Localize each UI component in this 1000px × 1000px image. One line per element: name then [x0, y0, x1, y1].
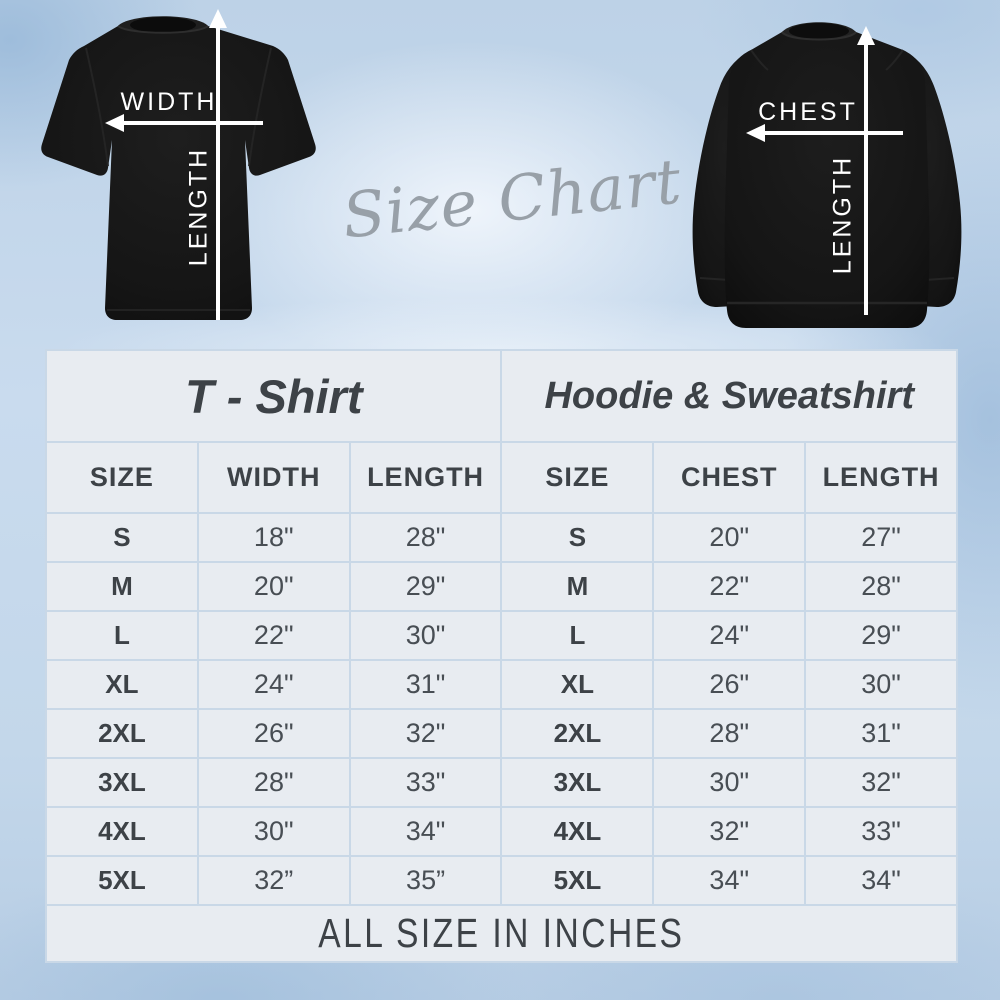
value-cell: 27" [806, 514, 956, 561]
value-cell: 33" [350, 759, 501, 806]
tshirt-col-size: SIZE [47, 443, 197, 512]
value-cell: 32” [198, 857, 349, 904]
sweatshirt-length-label: LENGTH [828, 154, 857, 275]
tshirt-silhouette [41, 16, 316, 320]
size-cell: S [47, 514, 197, 561]
sweatshirt-chest-arrow-line [763, 131, 903, 135]
size-cell: M [47, 563, 197, 610]
size-cell: 2XL [502, 710, 653, 757]
sweatshirt-length-arrowhead-icon [857, 26, 875, 45]
size-cell: 2XL [47, 710, 197, 757]
units-note-text: ALL SIZE IN INCHES [318, 910, 685, 956]
value-cell: 28" [806, 563, 956, 610]
tshirt-table-title-text: T - Shirt [184, 369, 363, 423]
value-cell: 32" [654, 808, 805, 855]
tshirt-col-length: LENGTH [350, 443, 501, 512]
units-note-row: ALL SIZE IN INCHES [47, 906, 956, 961]
value-cell: 30" [654, 759, 805, 806]
tshirt-width-arrow-line [122, 121, 263, 125]
value-cell: 31" [806, 710, 956, 757]
value-cell: 29" [350, 563, 501, 610]
tshirt-image: WIDTH LENGTH [28, 2, 333, 332]
value-cell: 22" [654, 563, 805, 610]
sweatshirt-chest-label: CHEST [758, 98, 858, 126]
size-cell: 5XL [502, 857, 653, 904]
value-cell: 20" [654, 514, 805, 561]
size-table: T - Shirt Hoodie & Sweatshirt SIZE WIDTH… [45, 349, 958, 963]
hoodie-col-size: SIZE [502, 443, 653, 512]
size-cell: 5XL [47, 857, 197, 904]
value-cell: 30" [198, 808, 349, 855]
sweatshirt-silhouette [692, 22, 962, 328]
value-cell: 20" [198, 563, 349, 610]
tshirt-col-width: WIDTH [198, 443, 349, 512]
value-cell: 18" [198, 514, 349, 561]
sweatshirt-length-arrow-line [864, 44, 868, 315]
value-cell: 28" [198, 759, 349, 806]
size-cell: 4XL [502, 808, 653, 855]
hoodie-table-title: Hoodie & Sweatshirt [502, 351, 956, 441]
size-cell: XL [502, 661, 653, 708]
value-cell: 34" [654, 857, 805, 904]
tshirt-length-label: LENGTH [184, 146, 213, 267]
size-cell: L [47, 612, 197, 659]
size-cell: 4XL [47, 808, 197, 855]
tshirt-length-arrowhead-icon [209, 9, 227, 28]
value-cell: 35” [350, 857, 501, 904]
value-cell: 24" [654, 612, 805, 659]
sweatshirt-chest-arrowhead-icon [746, 124, 765, 142]
hoodie-col-chest: CHEST [654, 443, 805, 512]
hoodie-col-length: LENGTH [806, 443, 956, 512]
tshirt-width-label: WIDTH [120, 88, 218, 116]
value-cell: 28" [350, 514, 501, 561]
value-cell: 32" [350, 710, 501, 757]
size-cell: M [502, 563, 653, 610]
value-cell: 32" [806, 759, 956, 806]
size-cell: XL [47, 661, 197, 708]
value-cell: 34" [806, 857, 956, 904]
size-cell: 3XL [502, 759, 653, 806]
hoodie-table-title-text: Hoodie & Sweatshirt [544, 374, 914, 417]
sweatshirt-image: CHEST LENGTH [648, 8, 998, 335]
tshirt-table-title: T - Shirt [47, 351, 501, 441]
value-cell: 29" [806, 612, 956, 659]
size-cell: 3XL [47, 759, 197, 806]
tshirt-length-arrow-line [216, 27, 220, 320]
value-cell: 30" [806, 661, 956, 708]
value-cell: 26" [654, 661, 805, 708]
value-cell: 28" [654, 710, 805, 757]
value-cell: 24" [198, 661, 349, 708]
size-cell: S [502, 514, 653, 561]
tshirt-width-arrowhead-icon [105, 114, 124, 132]
value-cell: 30" [350, 612, 501, 659]
value-cell: 34" [350, 808, 501, 855]
value-cell: 33" [806, 808, 956, 855]
value-cell: 26" [198, 710, 349, 757]
size-cell: L [502, 612, 653, 659]
value-cell: 22" [198, 612, 349, 659]
value-cell: 31" [350, 661, 501, 708]
